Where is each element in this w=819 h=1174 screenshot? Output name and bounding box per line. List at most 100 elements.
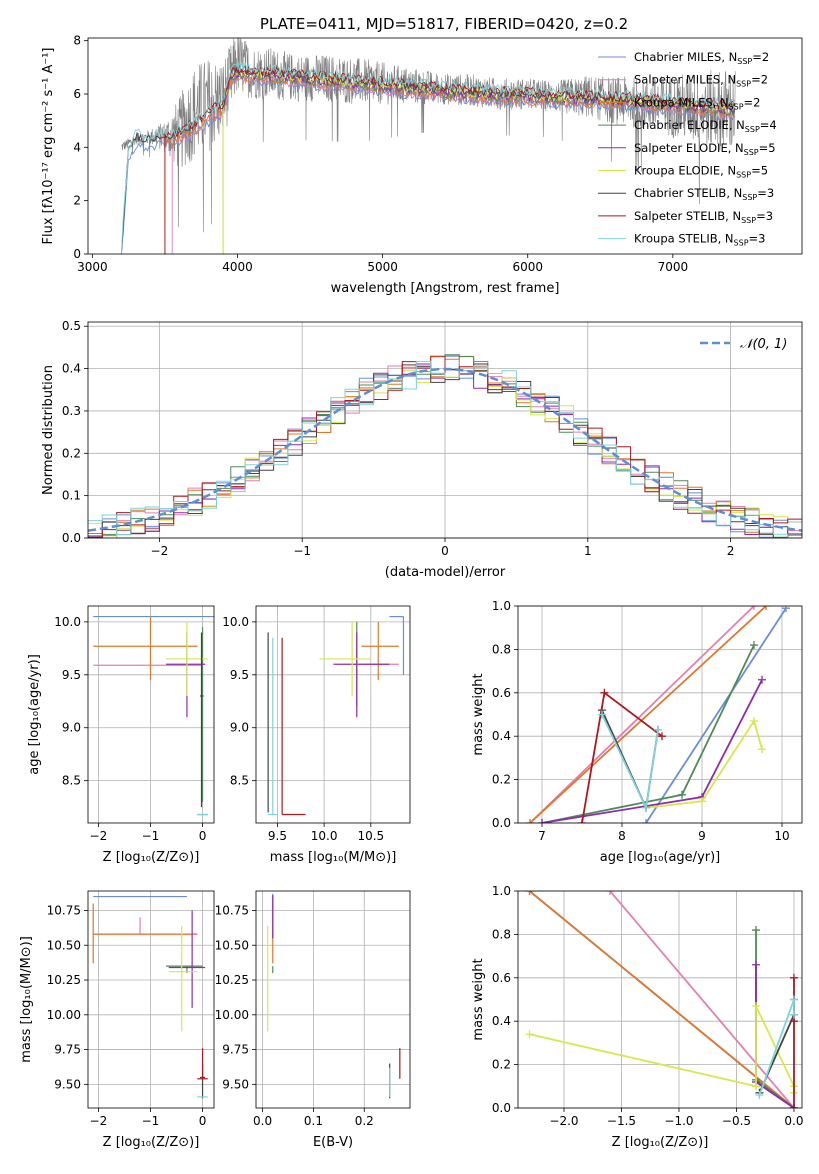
age-vs-mass-frame — [255, 605, 411, 824]
weight-vs-z-xlabel: Z [log₁₀(Z/Z⊙)] — [612, 1135, 709, 1150]
y-tick-label: 0.2 — [62, 446, 81, 460]
y-tick-label: 0.3 — [62, 404, 81, 418]
residuals-frame — [87, 321, 803, 539]
age-vs-mass-axes: 9.5 10.0 10.5 8.5 9.0 9.5 10.0 mass [log₁₀(M/M⊙… — [222, 605, 411, 865]
weight-marker — [526, 819, 534, 823]
spectrum-xlabel: wavelength [Angstrom, rest frame] — [331, 281, 560, 296]
x-tick-label: 1 — [584, 544, 592, 558]
x-tick-label: −1 — [142, 829, 160, 843]
weight-line-5 — [645, 718, 763, 809]
x-tick-label: 0 — [441, 544, 449, 558]
errorbar-point — [93, 616, 198, 681]
x-tick-label: −0.5 — [722, 1114, 751, 1128]
spectrum-legend: Chabrier MILES, NSSP=2 Salpeter MILES, NS… — [598, 50, 777, 248]
weight-marker — [789, 1010, 798, 1019]
age-vs-z-plot-area — [93, 615, 214, 816]
x-tick-label: 9 — [698, 829, 706, 843]
y-tick-label: 2 — [73, 194, 81, 208]
gaussian-curve — [88, 367, 802, 532]
weight-marker — [758, 675, 766, 684]
model-spectrum-4 — [222, 68, 736, 254]
y-tick-label: 10.0 — [54, 615, 81, 629]
age-vs-z-ylabel: age [log₁₀(age/yr)] — [27, 654, 42, 775]
weight-marker — [698, 797, 706, 806]
y-tick-label: 9.50 — [222, 1077, 249, 1091]
x-tick-label: 2 — [727, 544, 735, 558]
x-tick-label: 4000 — [222, 260, 253, 274]
x-tick-label: −1 — [142, 1114, 160, 1128]
age-vs-mass-xlabel: mass [log₁₀(M/M⊙)] — [270, 850, 397, 865]
y-tick-label: 9.75 — [222, 1043, 249, 1057]
residuals-ylabel: Normed distribution — [41, 365, 56, 495]
y-tick-label: 8.5 — [62, 774, 81, 788]
errorbar-point — [268, 637, 278, 816]
mass-vs-z-plot-area — [92, 895, 208, 1099]
weight-marker — [758, 745, 766, 754]
y-tick-label: 1.0 — [492, 884, 511, 898]
weight-marker — [642, 819, 650, 823]
x-tick-label: 0.2 — [355, 1114, 374, 1128]
y-tick-label: 9.0 — [62, 721, 81, 735]
y-tick-label: 8.5 — [230, 774, 249, 788]
figure-title: PLATE=0411, MJD=51817, FIBERID=0420, z=0… — [260, 15, 628, 33]
weight-marker — [525, 891, 534, 895]
x-tick-label: −1.5 — [607, 1114, 636, 1128]
x-tick-label: 7 — [538, 829, 546, 843]
weight-marker — [789, 1104, 798, 1108]
legend-entry: Kroupa STELIB, NSSP=3 — [634, 232, 765, 248]
y-tick-label: 10.50 — [47, 938, 81, 952]
y-tick-label: 10.50 — [215, 938, 249, 952]
weight-vs-z-frame — [517, 890, 803, 1109]
spectrum-axes: 3000 4000 5000 6000 7000 0 2 4 6 8 wavelength [Ang… — [41, 34, 803, 296]
model-spectrum-8 — [120, 61, 735, 254]
legend-entry: Kroupa ELODIE, NSSP=5 — [634, 164, 768, 180]
y-tick-label: 0.4 — [62, 362, 81, 376]
age-vs-z-frame — [87, 605, 215, 824]
x-tick-label: 7000 — [658, 260, 689, 274]
weight-marker — [752, 1002, 761, 1011]
observed-spectrum — [121, 38, 736, 233]
y-tick-label: 4 — [73, 140, 81, 154]
y-tick-label: 9.5 — [230, 668, 249, 682]
y-tick-label: 0.2 — [492, 773, 511, 787]
weight-marker — [658, 732, 666, 741]
age-vs-mass-plot-area — [267, 615, 405, 816]
y-tick-label: 0.0 — [492, 1101, 511, 1115]
weight-vs-age-xlabel: age [log₁₀(age/yr)] — [600, 850, 721, 865]
x-tick-label: 0.0 — [784, 1114, 803, 1128]
errorbar-point — [168, 910, 206, 1008]
mass-vs-z-xlabel: Z [log₁₀(Z/Z⊙)] — [103, 1135, 200, 1150]
y-tick-label: 8 — [73, 34, 81, 48]
spectrum-ylabel: Flux [fλ10⁻¹⁷ erg cm⁻² s⁻¹ A⁻¹] — [41, 48, 56, 245]
legend-entry: Salpeter ELODIE, NSSP=5 — [634, 141, 776, 157]
x-tick-label: 5000 — [367, 260, 398, 274]
legend-entry: Chabrier ELODIE, NSSP=4 — [634, 118, 777, 134]
weight-line-2 — [528, 891, 795, 1108]
y-tick-label: 10.00 — [215, 1008, 249, 1022]
y-tick-label: 0 — [73, 247, 81, 261]
y-tick-label: 1.0 — [492, 599, 511, 613]
weight-marker — [750, 717, 758, 726]
mass-vs-ebv-axes: 0.0 0.1 0.2 9.50 9.75 10.00 10.25 10.50 10.75 E(B… — [215, 890, 411, 1150]
spectrum-frame — [87, 37, 803, 255]
weight-line-2 — [529, 606, 767, 823]
weight-vs-age-frame — [517, 605, 803, 824]
x-tick-label: 10.0 — [311, 829, 338, 843]
weight-vs-age-ylabel: mass weight — [471, 673, 486, 755]
x-tick-label: 0 — [199, 1114, 207, 1128]
weight-marker — [750, 641, 758, 650]
x-tick-label: 0 — [199, 829, 207, 843]
weight-marker — [678, 790, 686, 799]
errorbar-point — [389, 615, 405, 675]
weight-vs-age-plot-area — [526, 606, 790, 823]
x-tick-label: 3000 — [77, 260, 108, 274]
weight-marker — [750, 606, 758, 610]
x-tick-label: −1.0 — [664, 1114, 693, 1128]
y-tick-label: 0.6 — [492, 686, 511, 700]
weight-marker — [782, 606, 790, 613]
mass-vs-z-ylabel: mass [log₁₀(M/M⊙)] — [19, 936, 34, 1063]
weight-vs-age-axes: 7 8 9 10 0.0 0.2 0.4 0.6 0.8 1.0 age [log₁₀(age/yr… — [471, 599, 803, 865]
x-tick-label: −2 — [151, 544, 169, 558]
x-tick-label: −2.0 — [549, 1114, 578, 1128]
